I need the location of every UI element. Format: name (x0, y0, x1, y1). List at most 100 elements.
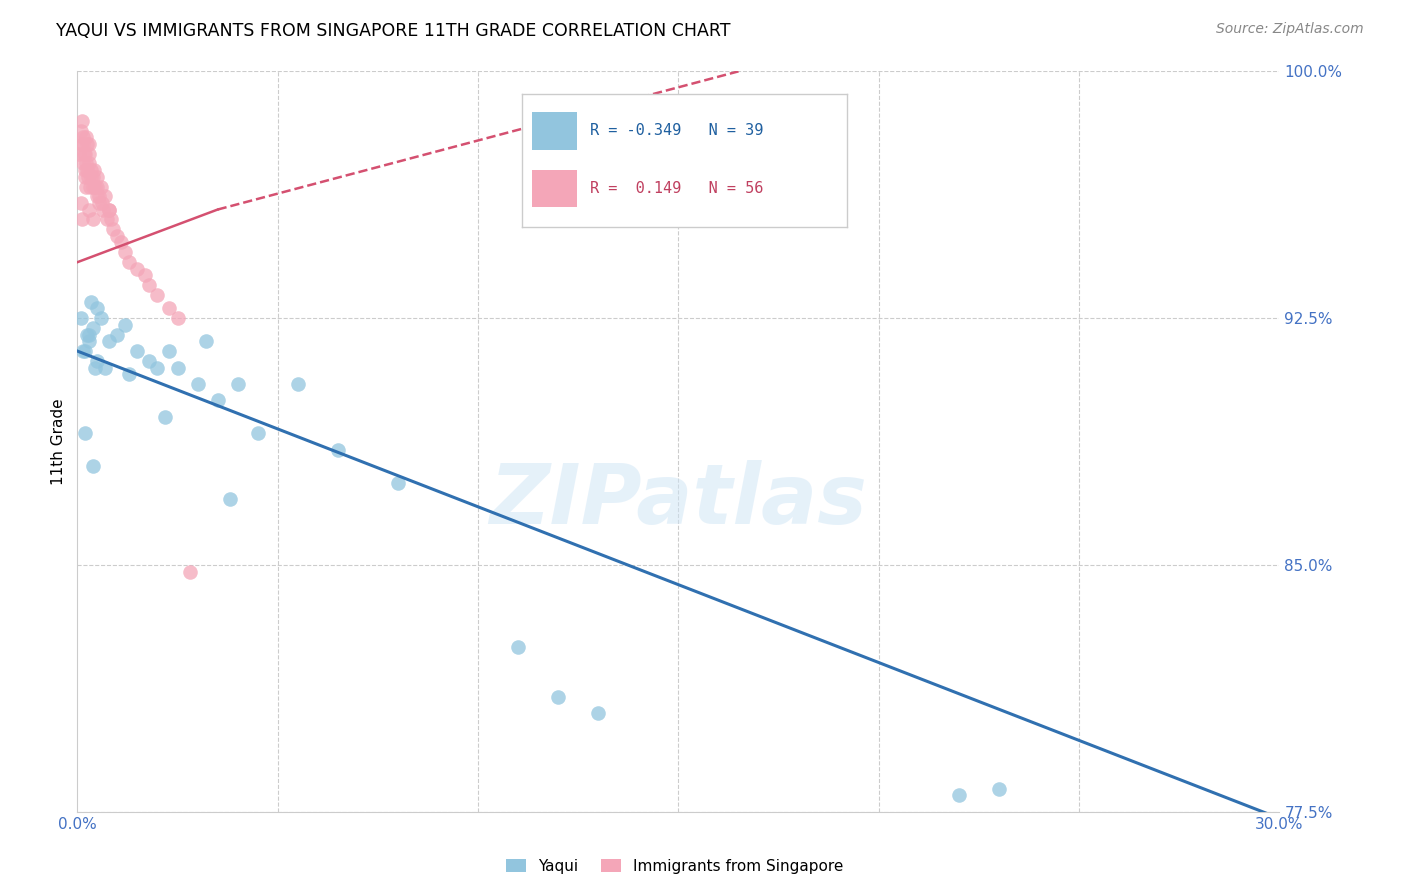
Point (89, 189, 111, 203)
Point (82, 212, 104, 227)
Legend: Yaqui, Immigrants from Singapore: Yaqui, Immigrants from Singapore (501, 853, 849, 880)
Point (194, 334, 217, 348)
Point (107, 327, 129, 342)
Point (76, 163, 98, 178)
Point (948, 789, 970, 803)
Point (118, 255, 141, 269)
Point (79, 327, 101, 342)
Point (70, 311, 93, 326)
Point (77, 146, 100, 161)
Point (508, 640, 530, 655)
Point (79, 136, 101, 151)
Point (134, 268, 156, 283)
Point (86, 189, 108, 203)
Point (75, 156, 97, 170)
Point (186, 376, 209, 391)
Point (83, 163, 105, 178)
Point (84, 360, 107, 375)
Point (72, 136, 94, 151)
Point (79, 202, 101, 217)
Point (103, 222, 125, 236)
Point (90, 179, 112, 194)
Text: Source: ZipAtlas.com: Source: ZipAtlas.com (1216, 22, 1364, 37)
Point (75, 130, 97, 145)
Point (75, 146, 97, 161)
Point (988, 781, 1011, 796)
Point (207, 393, 229, 408)
Point (82, 459, 104, 474)
Point (155, 409, 177, 424)
Point (159, 344, 181, 359)
Point (118, 367, 141, 381)
Point (69, 136, 91, 151)
Y-axis label: 11th Grade: 11th Grade (51, 398, 66, 485)
Point (114, 318, 136, 332)
Point (138, 278, 160, 293)
Point (75, 426, 97, 441)
Point (73, 146, 96, 161)
Point (98, 334, 121, 348)
Point (387, 475, 409, 490)
Point (138, 354, 160, 368)
Point (86, 179, 108, 194)
Point (72, 344, 94, 359)
Point (326, 442, 349, 457)
Point (146, 288, 169, 302)
Point (114, 245, 136, 260)
Point (73, 163, 96, 178)
Point (166, 360, 188, 375)
Point (79, 156, 101, 170)
Point (79, 334, 101, 348)
Point (159, 301, 181, 316)
Point (98, 202, 121, 217)
Point (547, 690, 569, 704)
Point (75, 179, 97, 194)
Point (79, 179, 101, 194)
Point (127, 344, 149, 359)
Point (94, 360, 117, 375)
Point (76, 136, 98, 151)
Text: ZIPatlas: ZIPatlas (489, 460, 868, 541)
Point (76, 327, 98, 342)
Point (90, 311, 112, 326)
Point (70, 113, 93, 128)
Point (110, 235, 132, 250)
Point (82, 179, 104, 194)
Point (89, 196, 111, 211)
Point (82, 169, 104, 184)
Point (100, 212, 122, 227)
Point (246, 426, 269, 441)
Point (91, 196, 114, 211)
Point (94, 189, 117, 203)
Point (75, 344, 97, 359)
Point (80, 163, 103, 178)
Point (287, 376, 309, 391)
Point (98, 202, 121, 217)
Point (67, 146, 90, 161)
Point (588, 706, 610, 720)
Point (72, 130, 94, 145)
Point (218, 492, 240, 507)
Point (80, 294, 103, 309)
Point (93, 202, 115, 217)
Point (69, 196, 91, 211)
Point (86, 354, 108, 368)
Point (77, 169, 100, 184)
Point (226, 376, 249, 391)
Point (166, 311, 188, 326)
Text: YAQUI VS IMMIGRANTS FROM SINGAPORE 11TH GRADE CORRELATION CHART: YAQUI VS IMMIGRANTS FROM SINGAPORE 11TH … (56, 22, 731, 40)
Point (72, 156, 94, 170)
Point (96, 212, 118, 227)
Point (146, 360, 169, 375)
Point (80, 169, 103, 184)
Point (84, 179, 107, 194)
Point (82, 321, 104, 335)
Point (127, 261, 149, 276)
Point (70, 212, 93, 227)
Point (107, 228, 129, 243)
Point (179, 565, 201, 579)
Point (86, 301, 108, 316)
Point (70, 123, 93, 137)
Point (73, 169, 96, 184)
Point (86, 169, 108, 184)
